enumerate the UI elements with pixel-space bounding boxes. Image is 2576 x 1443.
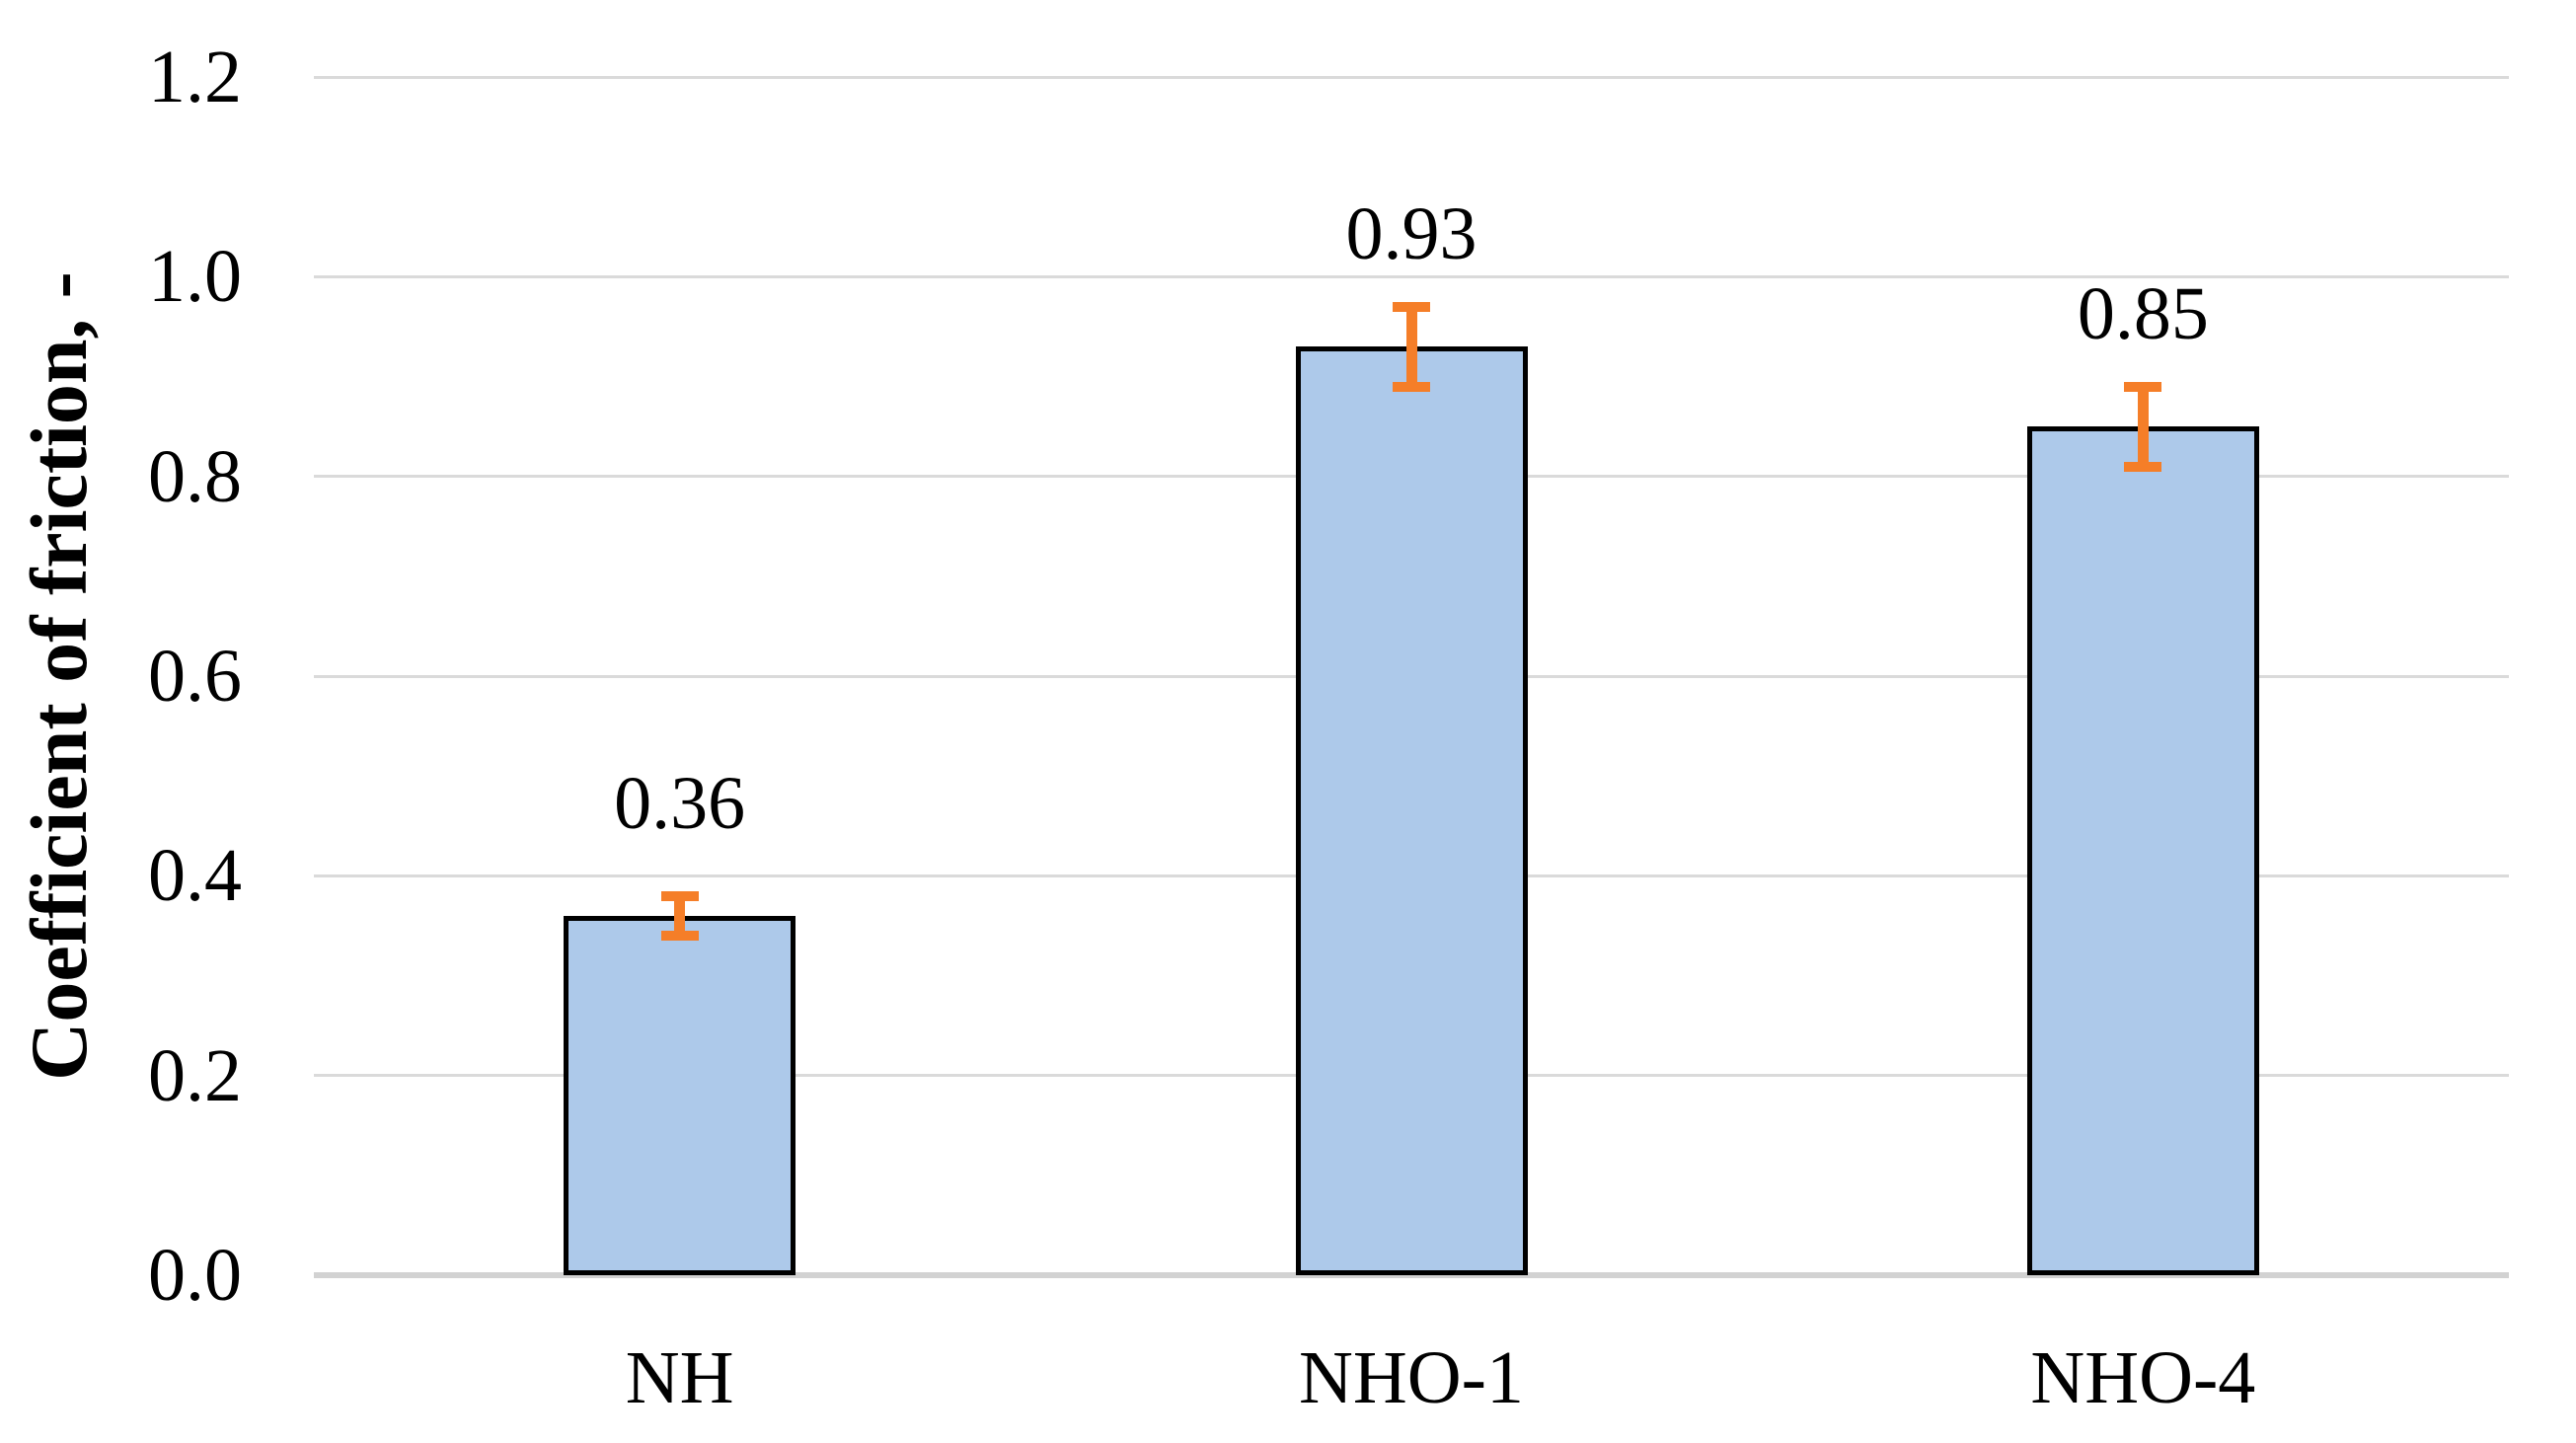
error-bar: [674, 895, 686, 937]
error-bar-cap-bottom: [1393, 381, 1430, 392]
bar: [564, 915, 796, 1275]
error-bar-cap-top: [1393, 301, 1430, 312]
x-category-label: NH: [625, 1336, 734, 1419]
y-tick-label: 1.2: [148, 36, 242, 118]
x-category-label: NHO-1: [1299, 1336, 1524, 1419]
y-tick-label: 1.0: [148, 235, 242, 319]
gridline: [314, 75, 2509, 79]
data-label: 0.85: [2077, 272, 2209, 356]
y-tick-label: 0.6: [148, 635, 242, 718]
y-tick-label: 0.4: [148, 834, 242, 918]
x-category-label: NHO-4: [2030, 1336, 2256, 1419]
y-tick-label: 0.2: [148, 1033, 242, 1117]
error-bar-cap-top: [2124, 381, 2162, 392]
gridline: [314, 274, 2509, 278]
error-bar: [1405, 306, 1417, 387]
data-label: 0.93: [1345, 192, 1477, 276]
bar: [2026, 426, 2259, 1275]
x-axis-baseline: [314, 1272, 2509, 1278]
error-bar-cap-bottom: [660, 931, 699, 942]
y-tick-label: 0.8: [148, 434, 242, 518]
y-tick-label: 0.0: [148, 1234, 242, 1317]
error-bar: [2137, 386, 2149, 467]
error-bar-cap-top: [660, 890, 699, 901]
data-label: 0.36: [614, 761, 746, 845]
error-bar-cap-bottom: [2124, 461, 2162, 472]
bar: [1295, 346, 1528, 1275]
